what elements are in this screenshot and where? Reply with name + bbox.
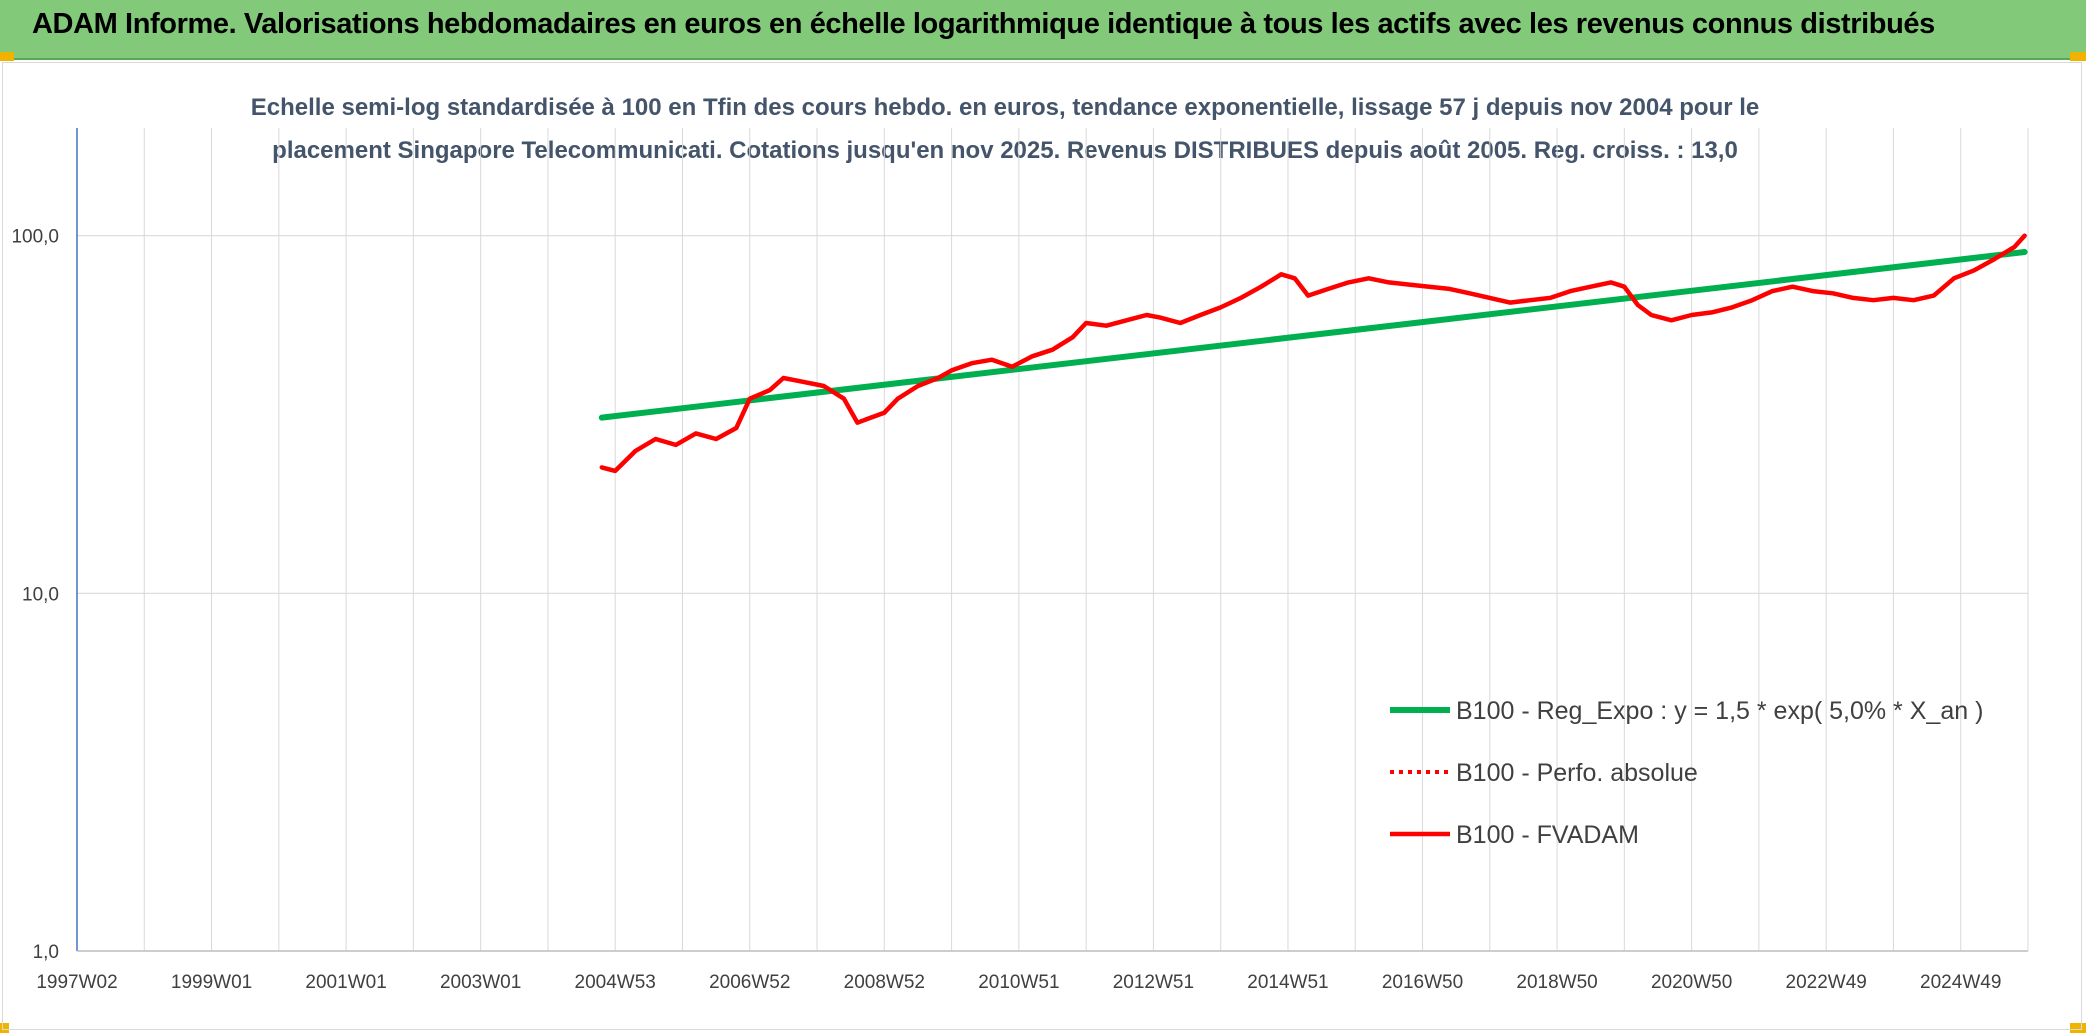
report-header-bar: ADAM Informe. Valorisations hebdomadaire… [0, 0, 2086, 60]
corner-marker-bottom-right [2070, 1023, 2086, 1033]
legend: B100 - Reg_Expo : y = 1,5 * exp( 5,0% * … [1390, 697, 1983, 849]
x-tick-labels: 1997W02 1999W01 2001W01 2003W01 2004W53 2006W… [36, 972, 2001, 993]
x-tick-label: 1999W01 [171, 972, 252, 993]
grid-lines [76, 128, 2029, 952]
chart-frame [2, 62, 2082, 1030]
y-tick-label: 10,0 [22, 584, 59, 605]
corner-marker-top-left [0, 52, 14, 61]
legend-label: B100 - Perfo. absolue [1456, 759, 1698, 787]
report-title: ADAM Informe. Valorisations hebdomadaire… [32, 8, 1935, 40]
x-tick-label: 2010W51 [978, 972, 1059, 993]
x-tick-label: 2024W49 [1920, 972, 2001, 993]
series-lines [598, 233, 2028, 474]
series-line-solid-red [599, 233, 2027, 474]
x-tick-label: 2014W51 [1247, 972, 1328, 993]
x-tick-label: 2020W50 [1651, 972, 1732, 993]
chart-subtitle: Echelle semi-log standardisée à 100 en T… [180, 86, 1830, 172]
x-tick-label: 2001W01 [305, 972, 386, 993]
chart-subtitle-line-1: Echelle semi-log standardisée à 100 en T… [250, 94, 1760, 121]
chart-subtitle-line-2: placement Singapore Telecommunicati. Cot… [272, 137, 1738, 164]
x-tick-label: 2003W01 [440, 972, 521, 993]
axes [76, 128, 2028, 952]
x-tick-label: 2016W50 [1382, 972, 1463, 993]
x-tick-label: 2006W52 [709, 972, 790, 993]
corner-marker-bottom-left [0, 1023, 9, 1033]
x-tick-label: 1997W02 [36, 972, 117, 993]
y-tick-label: 100,0 [11, 227, 59, 248]
x-tick-label: 2018W50 [1516, 972, 1597, 993]
x-tick-label: 2008W52 [844, 972, 925, 993]
y-tick-label: 1,0 [33, 942, 59, 963]
series-line-solid-green [598, 249, 2028, 421]
x-tick-label: 2022W49 [1786, 972, 1867, 993]
corner-marker-top-right [2070, 52, 2086, 61]
legend-label: B100 - Reg_Expo : y = 1,5 * exp( 5,0% * … [1456, 697, 1983, 725]
y-tick-labels: 1,0 10,0 100,0 [11, 227, 59, 963]
x-tick-label: 2012W51 [1113, 972, 1194, 993]
x-tick-label: 2004W53 [575, 972, 656, 993]
legend-label: B100 - FVADAM [1456, 821, 1639, 849]
